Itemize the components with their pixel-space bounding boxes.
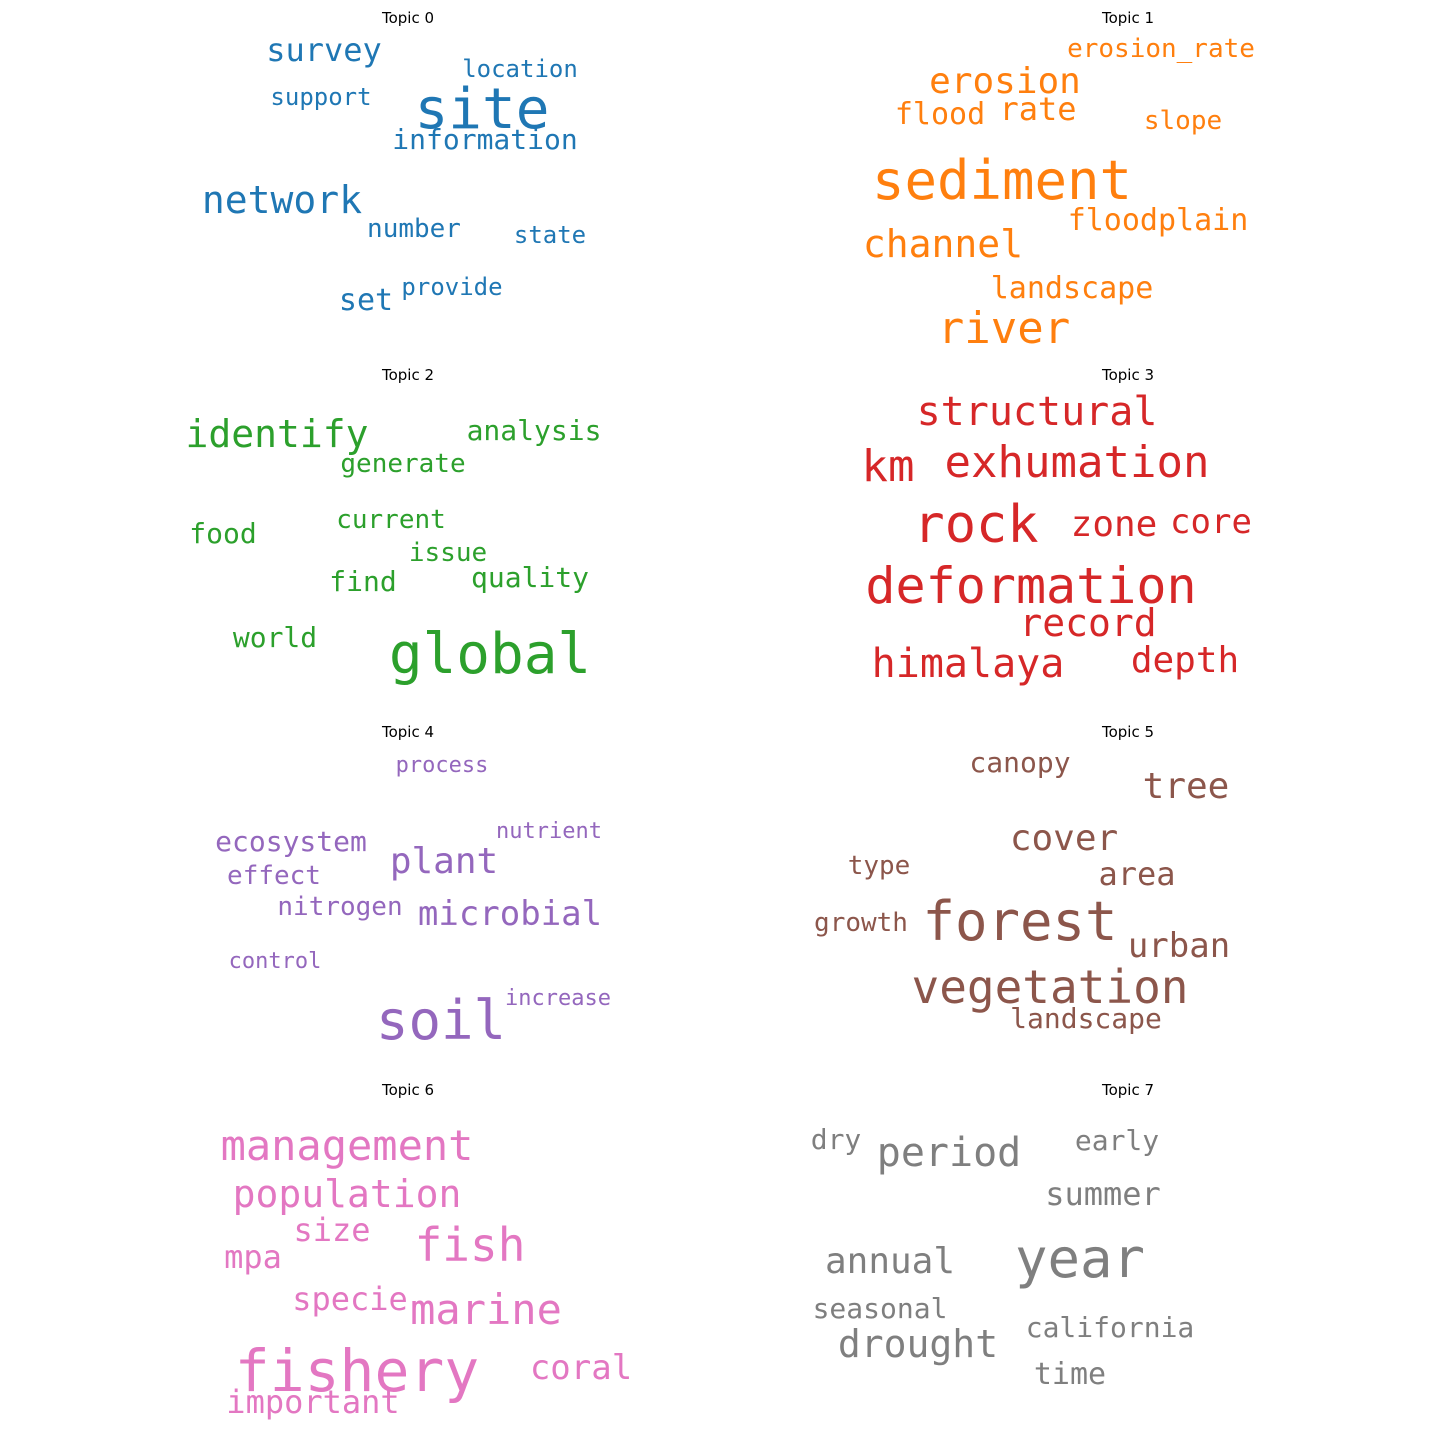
- topic-panel-5: Topic 5 forest vegetation cover tree urban are…: [720, 714, 1440, 1071]
- cloud-word: number: [367, 214, 461, 244]
- cloud-word: mpa: [224, 1238, 282, 1276]
- cloud-word: fish: [414, 1218, 526, 1272]
- cloud-word: growth: [814, 908, 908, 938]
- cloud-word: time: [1033, 1357, 1107, 1392]
- cloud-word: issue: [408, 538, 488, 568]
- cloud-word: exhumation: [944, 437, 1210, 488]
- cloud-word: process: [395, 753, 489, 778]
- cloud-word: zone: [1070, 504, 1158, 545]
- cloud-word: seasonal: [812, 1292, 948, 1325]
- cloud-word: flood: [894, 97, 986, 132]
- topic-panel-2: Topic 2 global identify analysis generate foo…: [0, 357, 720, 714]
- cloud-word: support: [270, 83, 372, 111]
- cloud-word: rock: [913, 495, 1039, 555]
- cloud-word: core: [1170, 502, 1252, 542]
- cloud-word: river: [937, 303, 1071, 354]
- cloud-word: global: [388, 622, 592, 687]
- cloud-word: fishery: [234, 1337, 480, 1405]
- topic-panel-0: Topic 0 site network survey information locat…: [0, 0, 720, 357]
- cloud-word: analysis: [466, 414, 602, 447]
- cloud-word: tree: [1142, 766, 1230, 807]
- cloud-word: control: [228, 949, 322, 974]
- cloud-word: vegetation: [911, 960, 1189, 1014]
- cloud-word: soil: [375, 989, 507, 1052]
- cloud-word: nitrogen: [277, 892, 403, 922]
- cloud-word: current: [336, 505, 446, 535]
- cloud-word: record: [1019, 601, 1157, 645]
- cloud-word: area: [1098, 855, 1176, 893]
- cloud-word: increase: [505, 986, 611, 1011]
- cloud-word: erosion: [929, 61, 1081, 102]
- cloud-word: world: [232, 621, 318, 654]
- topic-title: Topic 4: [381, 723, 435, 741]
- cloud-word: population: [232, 1172, 462, 1216]
- cloud-word: find: [329, 565, 397, 598]
- cloud-word: information: [392, 123, 578, 156]
- cloud-word: drought: [837, 1322, 999, 1366]
- cloud-word: type: [847, 851, 911, 881]
- cloud-word: landscape: [1010, 1002, 1162, 1035]
- cloud-word: floodplain: [1067, 203, 1249, 238]
- cloud-word: nutrient: [496, 819, 602, 844]
- cloud-word: state: [513, 221, 587, 249]
- cloud-word: slope: [1143, 106, 1223, 136]
- topic-title: Topic 3: [1101, 366, 1155, 384]
- cloud-word: location: [462, 55, 578, 83]
- cloud-word: size: [293, 1211, 371, 1249]
- cloud-word: provide: [401, 273, 503, 301]
- cloud-word: microbial: [417, 894, 603, 934]
- topic-title: Topic 7: [1101, 1081, 1155, 1099]
- topic-title: Topic 0: [381, 9, 435, 27]
- cloud-word: identify: [185, 412, 369, 456]
- cloud-word: forest: [922, 890, 1118, 953]
- cloud-word: sediment: [871, 149, 1133, 212]
- cloud-word: site: [414, 77, 550, 142]
- topic-title: Topic 1: [1101, 9, 1155, 27]
- topic-panel-3: Topic 3 rock deformation exhumation structur…: [720, 357, 1440, 714]
- cloud-word: km: [861, 441, 915, 492]
- cloud-word: set: [338, 283, 394, 318]
- cloud-word: california: [1025, 1311, 1195, 1344]
- cloud-word: plant: [389, 841, 499, 882]
- cloud-word: erosion_rate: [1067, 34, 1255, 64]
- cloud-word: survey: [266, 31, 382, 69]
- cloud-word: canopy: [969, 746, 1071, 779]
- cloud-word: coral: [529, 1348, 633, 1388]
- cloud-word: management: [220, 1121, 474, 1170]
- cloud-word: early: [1074, 1124, 1160, 1157]
- cloud-word: food: [189, 517, 257, 550]
- cloud-word: deformation: [865, 557, 1197, 615]
- cloud-word: important: [226, 1383, 400, 1421]
- cloud-word: generate: [340, 449, 466, 479]
- topic-title: Topic 5: [1101, 723, 1155, 741]
- topic-panel-1: Topic 1 sediment river erosion channel rate fl…: [720, 0, 1440, 357]
- cloud-word: channel: [862, 222, 1024, 266]
- cloud-word: network: [201, 178, 363, 222]
- cloud-word: dry: [810, 1123, 862, 1156]
- cloud-word: ecosystem: [215, 825, 367, 858]
- cloud-word: period: [876, 1130, 1022, 1176]
- cloud-word: year: [1014, 1227, 1146, 1290]
- cloud-word: summer: [1045, 1175, 1161, 1213]
- cloud-word: quality: [470, 561, 590, 594]
- topic-title: Topic 2: [381, 366, 435, 384]
- cloud-word: annual: [824, 1241, 956, 1282]
- cloud-word: structural: [916, 389, 1158, 435]
- cloud-word: specie: [292, 1280, 408, 1318]
- cloud-word: landscape: [990, 271, 1154, 306]
- cloud-word: urban: [1127, 926, 1231, 966]
- cloud-word: rate: [999, 90, 1077, 128]
- topic-title: Topic 6: [381, 1081, 435, 1099]
- topic-panel-4: Topic 4 soil plant microbial ecosystem effect…: [0, 714, 720, 1071]
- topic-panel-7: Topic 7 year period drought annual summer earl…: [720, 1072, 1440, 1429]
- cloud-word: cover: [1009, 818, 1119, 859]
- cloud-word: effect: [227, 861, 321, 891]
- cloud-word: himalaya: [871, 641, 1065, 687]
- topic-panel-6: Topic 6 fishery fish marine management popula…: [0, 1072, 720, 1429]
- cloud-word: marine: [410, 1285, 562, 1334]
- cloud-word: depth: [1130, 640, 1240, 681]
